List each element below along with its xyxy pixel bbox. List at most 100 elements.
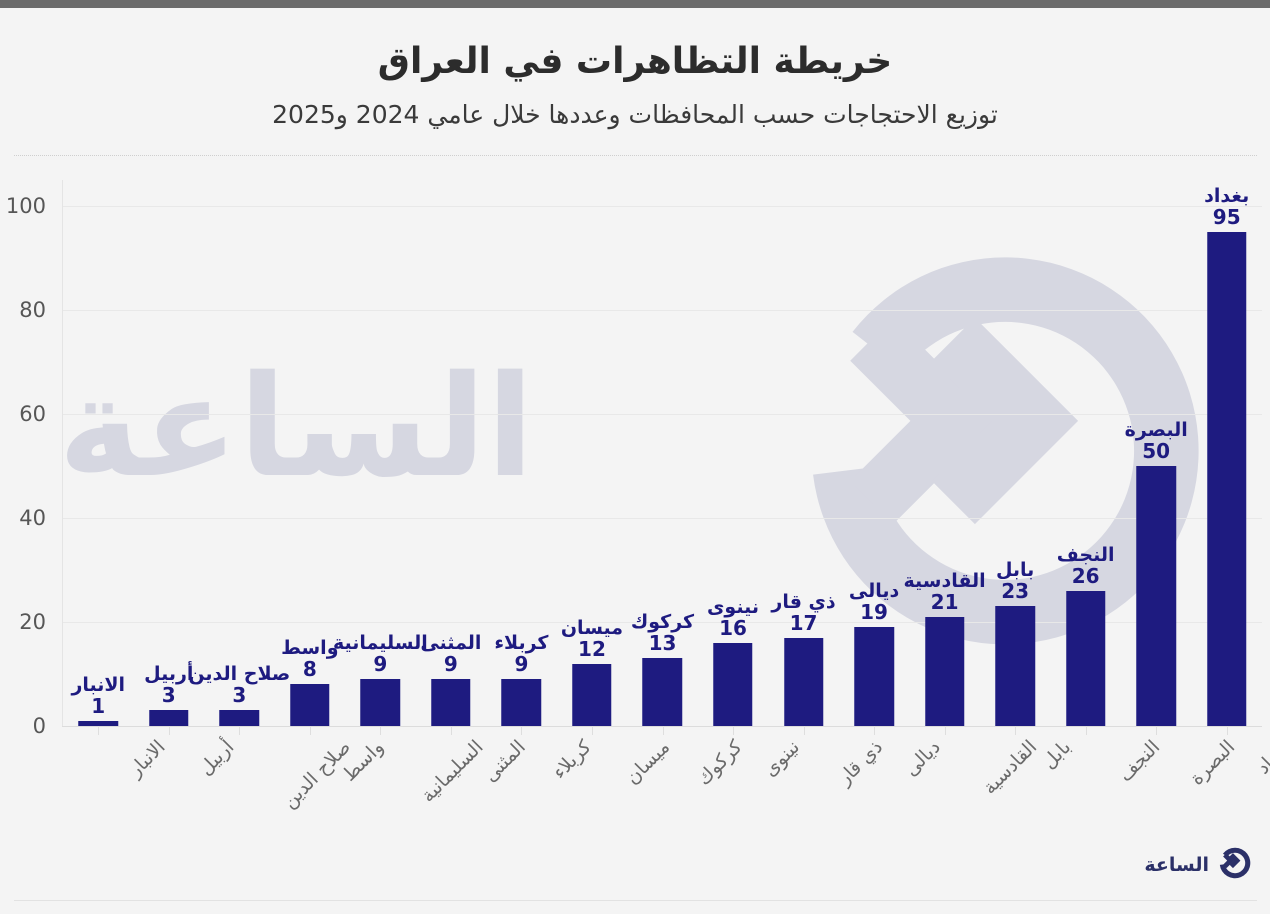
y-axis-tick-label: 60 — [19, 402, 46, 426]
x-axis-tick-label: ميسان — [621, 736, 675, 789]
bar-group[interactable]: بغداد 95 — [1191, 168, 1262, 726]
bar-group[interactable]: الانبار 1 — [63, 168, 134, 726]
bar-value-label: السليمانية 9 — [332, 632, 428, 677]
bar-value-number: 9 — [373, 652, 388, 677]
bar-category-name: بابل — [995, 559, 1035, 582]
x-axis-tick-label: البصرة — [1185, 736, 1240, 790]
bar[interactable] — [219, 710, 260, 726]
bar[interactable] — [1206, 232, 1247, 726]
bar-category-name: السليمانية — [332, 632, 428, 655]
x-axis-tick — [1085, 726, 1087, 735]
bar-value-number: 1 — [91, 693, 106, 718]
bar-value-number: 9 — [443, 652, 458, 677]
x-axis-tick — [591, 726, 593, 735]
bar-category-name: بغداد — [1204, 185, 1250, 208]
x-axis-tick-label: النجف — [1113, 736, 1164, 787]
y-axis-line — [62, 180, 63, 726]
bar[interactable] — [572, 663, 612, 726]
y-axis-tick-label: 0 — [32, 714, 46, 738]
x-axis-tick-label: كربلاء — [548, 736, 597, 784]
x-axis-ticks — [63, 726, 1262, 736]
bar-category-name: الانبار — [71, 673, 126, 696]
brand-logo: الساعة — [1144, 846, 1252, 884]
bar-group[interactable]: كربلاء 9 — [486, 168, 557, 726]
bar-category-name: كربلاء — [494, 632, 549, 655]
bar-group[interactable]: نينوى 16 — [698, 168, 769, 726]
x-axis-tick-label: السليمانية — [417, 736, 488, 807]
bar[interactable] — [924, 616, 965, 726]
bar-category-name: القادسية — [903, 569, 986, 592]
bar-value-label: كركوك 13 — [631, 613, 694, 654]
x-axis-tick-label: نينوى — [759, 736, 805, 781]
bar[interactable] — [1065, 590, 1106, 726]
bar[interactable] — [642, 658, 683, 726]
bar-group[interactable]: صلاح الدين 3 — [188, 168, 290, 726]
x-axis-tick — [98, 726, 100, 735]
bar[interactable] — [713, 642, 753, 726]
grid-line — [62, 414, 1262, 415]
bar-value-label: القادسية 21 — [903, 569, 986, 614]
bar-value-label: البصرة 50 — [1125, 420, 1188, 463]
bar[interactable] — [995, 606, 1035, 726]
bar-category-name: صلاح الدين — [188, 663, 291, 686]
chart-plot-area: الساعة 0 20 40 60 80 100 الانبار 1 أربيل 3 صلاح ا… — [0, 168, 1270, 828]
bar-group[interactable]: المثنى 9 — [416, 168, 487, 726]
bar-value-number: 50 — [1142, 439, 1171, 463]
bar-group[interactable]: السليمانية 9 — [333, 168, 428, 726]
chart-footer: الساعة — [0, 828, 1270, 914]
bar-value-number: 3 — [161, 683, 176, 708]
x-axis-tick-label: ديالى — [900, 736, 945, 781]
bar-value-label: صلاح الدين 3 — [188, 665, 290, 706]
bar-category-name: النجف — [1056, 543, 1115, 566]
bar-group[interactable]: واسط 8 — [275, 168, 346, 726]
page-subtitle: توزيع الاحتجاجات حسب المحافظات وعددها خل… — [272, 99, 998, 129]
x-axis-tick-label: بغداد — [1251, 736, 1270, 779]
x-axis-tick-label: كركوك — [692, 736, 747, 790]
bar-group[interactable]: بابل 23 — [980, 168, 1051, 726]
x-axis-tick — [450, 726, 452, 735]
x-axis-tick — [239, 726, 241, 735]
bar-category-name: ديالى — [848, 580, 900, 603]
bar-value-number: 16 — [719, 615, 747, 640]
bar-category-name: كركوك — [630, 611, 695, 634]
bar-group[interactable]: ديالى 19 — [839, 168, 910, 726]
grid-line — [62, 206, 1262, 207]
bar-group[interactable]: القادسية 21 — [904, 168, 986, 726]
bar[interactable] — [783, 637, 824, 726]
y-axis-tick-label: 80 — [19, 298, 46, 322]
bar-value-number: 21 — [930, 589, 959, 614]
bar-group[interactable]: كركوك 13 — [627, 168, 698, 726]
x-axis-tick — [380, 726, 382, 735]
bar-group[interactable]: أربيل 3 — [134, 168, 205, 726]
bar[interactable] — [854, 627, 894, 726]
bar-value-number: 9 — [514, 652, 529, 677]
bar-group[interactable]: النجف 26 — [1050, 168, 1121, 726]
bar[interactable] — [78, 720, 118, 726]
bar-group[interactable]: البصرة 50 — [1121, 168, 1192, 726]
bar[interactable] — [149, 710, 189, 726]
saa-circle-chevron-logo-icon — [1218, 846, 1252, 884]
grid-line — [62, 622, 1262, 623]
bar[interactable] — [1136, 466, 1176, 726]
bar-value-label: النجف 26 — [1056, 543, 1115, 587]
x-axis-tick — [1226, 726, 1228, 735]
bar[interactable] — [431, 679, 471, 726]
bar[interactable] — [290, 684, 330, 726]
top-accent-bar — [0, 0, 1270, 8]
bar-category-name: واسط — [281, 637, 339, 660]
bar-value-number: 19 — [860, 600, 888, 625]
bar-group[interactable]: ميسان 12 — [557, 168, 628, 726]
brand-name-label: الساعة — [1144, 854, 1209, 876]
x-axis-tick-label: بابل — [1038, 736, 1076, 774]
bar[interactable] — [501, 679, 542, 726]
y-axis-tick-label: 40 — [19, 506, 46, 530]
x-axis-tick — [662, 726, 664, 735]
bar-value-label: كربلاء 9 — [494, 632, 549, 677]
bar-category-name: أربيل — [144, 663, 194, 686]
x-axis-tick — [733, 726, 735, 735]
x-axis-tick — [874, 726, 876, 735]
y-axis-labels: 0 20 40 60 80 100 — [0, 168, 58, 738]
bar[interactable] — [360, 679, 401, 726]
bar-group[interactable]: ذي قار 17 — [768, 168, 839, 726]
bar-value-label: بابل 23 — [996, 561, 1034, 602]
